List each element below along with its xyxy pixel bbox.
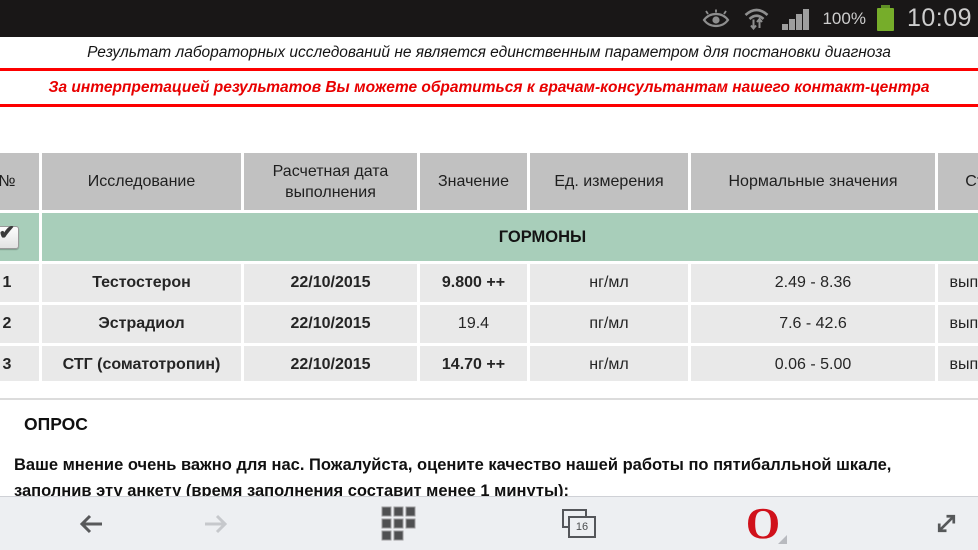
status-bar: 100% 10:09 bbox=[0, 0, 978, 37]
table-row: 3 СТГ (соматотропин) 22/10/2015 14.70 ++… bbox=[0, 346, 978, 381]
opera-logo-icon: O bbox=[743, 501, 787, 546]
row-units: нг/мл bbox=[530, 264, 688, 302]
row-value: 19.4 bbox=[420, 305, 527, 343]
table-row: 2 Эстрадиол 22/10/2015 19.4 пг/мл 7.6 - … bbox=[0, 305, 978, 343]
contact-notice-text: За интерпретацией результатов Вы можете … bbox=[48, 78, 930, 96]
row-normal: 0.06 - 5.00 bbox=[691, 346, 935, 381]
row-normal: 7.6 - 42.6 bbox=[691, 305, 935, 343]
battery-percent: 100% bbox=[822, 8, 866, 28]
speed-dial-button[interactable] bbox=[368, 497, 430, 550]
row-units: пг/мл bbox=[530, 305, 688, 343]
row-status: выполнено bbox=[938, 346, 978, 381]
group-row-hormones: ГОРМОНЫ bbox=[0, 213, 978, 261]
section-divider bbox=[0, 398, 978, 400]
col-header-normal: Нормальные значения bbox=[691, 153, 935, 210]
wifi-icon bbox=[745, 8, 769, 30]
results-table: № Исследование Расчетная дата выполнения… bbox=[0, 150, 978, 381]
row-num: 2 bbox=[0, 305, 39, 343]
col-header-status: Статус bbox=[938, 153, 978, 210]
signal-strength-icon bbox=[782, 9, 810, 30]
col-header-units: Ед. измерения bbox=[530, 153, 688, 210]
row-num: 3 bbox=[0, 346, 39, 381]
col-header-date: Расчетная дата выполнения bbox=[244, 153, 417, 210]
row-test: Эстрадиол bbox=[42, 305, 241, 343]
table-row: 1 Тестостерон 22/10/2015 9.800 ++ нг/мл … bbox=[0, 264, 978, 302]
back-arrow-icon bbox=[79, 514, 102, 533]
row-date: 22/10/2015 bbox=[244, 305, 417, 343]
group-label: ГОРМОНЫ bbox=[42, 213, 978, 261]
survey-title: ОПРОС bbox=[24, 414, 88, 434]
speed-dial-grid-icon bbox=[381, 506, 416, 540]
back-button[interactable] bbox=[60, 497, 122, 550]
row-units: нг/мл bbox=[530, 346, 688, 381]
group-checkbox-cell bbox=[0, 213, 39, 261]
tab-count: 16 bbox=[568, 516, 596, 538]
lab-disclaimer-banner: Результат лабораторных исследований не я… bbox=[0, 37, 978, 71]
col-header-num: № bbox=[0, 153, 39, 210]
lab-disclaimer-text: Результат лабораторных исследований не я… bbox=[87, 43, 891, 61]
row-status: выполнено bbox=[938, 305, 978, 343]
battery-icon bbox=[876, 5, 894, 31]
col-header-test: Исследование bbox=[42, 153, 241, 210]
tabs-icon: 16 bbox=[562, 509, 596, 538]
contact-notice-banner: За интерпретацией результатов Вы можете … bbox=[0, 71, 978, 107]
smart-stay-eye-icon bbox=[703, 9, 730, 28]
forward-arrow-icon bbox=[205, 514, 228, 533]
survey-prompt: Ваше мнение очень важно для нас. Пожалуй… bbox=[14, 456, 892, 500]
row-value: 14.70 ++ bbox=[420, 346, 527, 381]
tabs-button[interactable]: 16 bbox=[548, 497, 610, 550]
group-checkbox[interactable] bbox=[0, 220, 19, 249]
browser-toolbar: 16 O bbox=[0, 496, 978, 550]
row-normal: 2.49 - 8.36 bbox=[691, 264, 935, 302]
row-date: 22/10/2015 bbox=[244, 346, 417, 381]
clock: 10:09 bbox=[906, 4, 972, 32]
col-header-value: Значение bbox=[420, 153, 527, 210]
row-test: СТГ (соматотропин) bbox=[42, 346, 241, 381]
row-status: выполнено bbox=[938, 264, 978, 302]
row-date: 22/10/2015 bbox=[244, 264, 417, 302]
row-test: Тестостерон bbox=[42, 264, 241, 302]
menu-corner-icon bbox=[778, 534, 787, 544]
fullscreen-button[interactable] bbox=[915, 497, 977, 550]
row-value: 9.800 ++ bbox=[420, 264, 527, 302]
results-table-viewport: № Исследование Расчетная дата выполнения… bbox=[0, 150, 978, 381]
forward-button[interactable] bbox=[185, 497, 247, 550]
opera-menu-button[interactable]: O bbox=[732, 497, 794, 550]
row-num: 1 bbox=[0, 264, 39, 302]
fullscreen-arrows-icon bbox=[937, 514, 955, 533]
table-header-row: № Исследование Расчетная дата выполнения… bbox=[0, 153, 978, 210]
